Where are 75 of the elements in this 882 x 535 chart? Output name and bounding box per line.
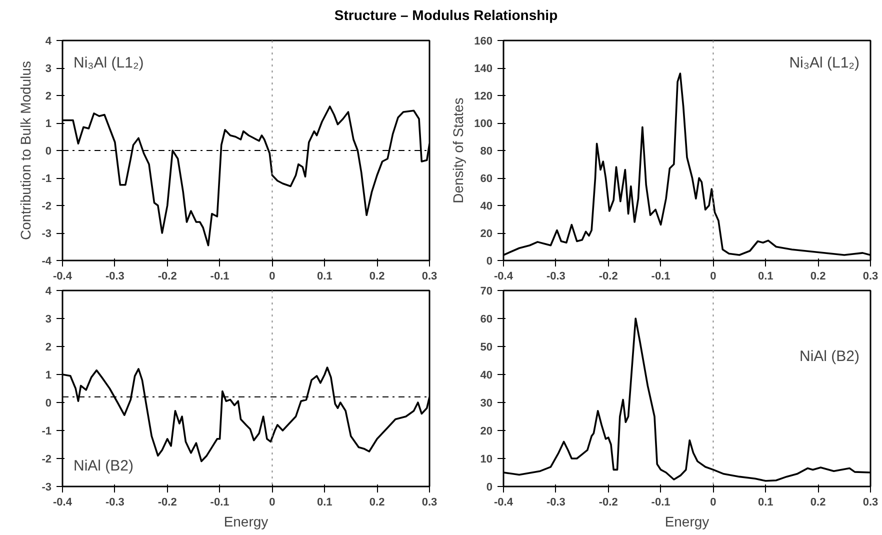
x-tick-label: 0.1 — [758, 270, 774, 282]
x-tick-label: -0.1 — [210, 270, 230, 282]
x-tick-label: 0 — [710, 270, 716, 282]
y-tick-label: 80 — [480, 146, 493, 158]
x-tick-label: 0.2 — [810, 496, 826, 508]
y-tick-label: 1 — [45, 118, 52, 130]
annotation: Ni₃Al (L1₂) — [789, 54, 860, 72]
annotation: NiAl (B2) — [74, 458, 134, 475]
y-tick-label: 60 — [480, 314, 493, 326]
y-tick-label: 50 — [480, 342, 493, 354]
y-tick-label: 4 — [45, 36, 52, 48]
y-tick-label: 4 — [45, 286, 52, 298]
x-tick-label: -0.2 — [598, 496, 618, 508]
y-tick-label: 0 — [45, 398, 52, 410]
y-tick-label: 160 — [474, 36, 493, 48]
x-tick-label: 0.2 — [369, 270, 385, 282]
y-tick-label: 30 — [480, 398, 493, 410]
x-tick-label: -0.2 — [598, 270, 618, 282]
annotation: NiAl (B2) — [799, 348, 860, 365]
x-tick-label: 0.2 — [810, 270, 826, 282]
y-tick-label: 10 — [480, 454, 493, 466]
annotation: Ni₃Al (L1₂) — [74, 54, 144, 72]
y-tick-label: 0 — [486, 482, 493, 494]
y-tick-label: -4 — [42, 256, 52, 268]
y-tick-label: 3 — [45, 63, 52, 75]
y-tick-label: -3 — [42, 482, 52, 494]
x-tick-label: 0.3 — [862, 270, 878, 282]
x-tick-label: -0.1 — [651, 270, 670, 282]
y-tick-label: 140 — [474, 63, 493, 75]
y-tick-label: 3 — [45, 314, 52, 326]
x-axis-title: Energy — [664, 514, 710, 530]
y-tick-label: 40 — [480, 200, 493, 212]
x-tick-label: 0.1 — [316, 496, 332, 508]
x-tick-label: 0.3 — [422, 270, 438, 282]
y-tick-label: -1 — [42, 426, 52, 438]
x-tick-label: -0.3 — [546, 270, 566, 282]
y-tick-label: 0 — [486, 256, 493, 268]
x-tick-label: -0.4 — [494, 496, 514, 508]
x-tick-label: -0.3 — [546, 496, 566, 508]
x-tick-label: -0.4 — [53, 270, 73, 282]
x-tick-label: 0 — [269, 496, 276, 508]
x-tick-label: 0 — [269, 270, 276, 282]
y-tick-label: 2 — [45, 342, 52, 354]
x-tick-label: -0.4 — [53, 496, 73, 508]
y-tick-label: -1 — [42, 173, 52, 185]
y-tick-label: -2 — [42, 200, 52, 212]
x-tick-label: -0.3 — [105, 496, 124, 508]
y-tick-label: 2 — [45, 90, 52, 102]
x-tick-label: 0 — [710, 496, 716, 508]
y-tick-label: -2 — [42, 454, 52, 466]
x-tick-label: -0.1 — [210, 496, 230, 508]
y-tick-label: 20 — [480, 426, 493, 438]
y-tick-label: 40 — [480, 370, 493, 382]
x-tick-label: -0.2 — [158, 270, 177, 282]
y-tick-label: 20 — [480, 228, 493, 240]
x-tick-label: 0.2 — [369, 496, 385, 508]
x-tick-label: -0.4 — [494, 270, 514, 282]
y-axis-title: Density of States — [450, 98, 466, 204]
chart-title: Structure – Modulus Relationship — [334, 6, 558, 25]
x-axis-title: Energy — [224, 514, 268, 530]
y-tick-label: 120 — [474, 90, 493, 102]
y-tick-label: -3 — [42, 228, 52, 240]
x-tick-label: 0.3 — [422, 496, 438, 508]
x-tick-label: -0.1 — [651, 496, 670, 508]
y-tick-label: 1 — [45, 370, 52, 382]
x-tick-label: 0.3 — [862, 496, 878, 508]
y-tick-label: 0 — [45, 146, 52, 158]
x-tick-label: -0.2 — [158, 496, 177, 508]
y-tick-label: 70 — [480, 286, 493, 298]
x-tick-label: 0.1 — [758, 496, 774, 508]
y-tick-label: 100 — [474, 118, 493, 130]
x-tick-label: -0.3 — [105, 270, 124, 282]
y-tick-label: 60 — [480, 173, 493, 185]
y-axis-title: Contribution to Bulk Modulus — [18, 60, 34, 240]
x-tick-label: 0.1 — [316, 270, 332, 282]
